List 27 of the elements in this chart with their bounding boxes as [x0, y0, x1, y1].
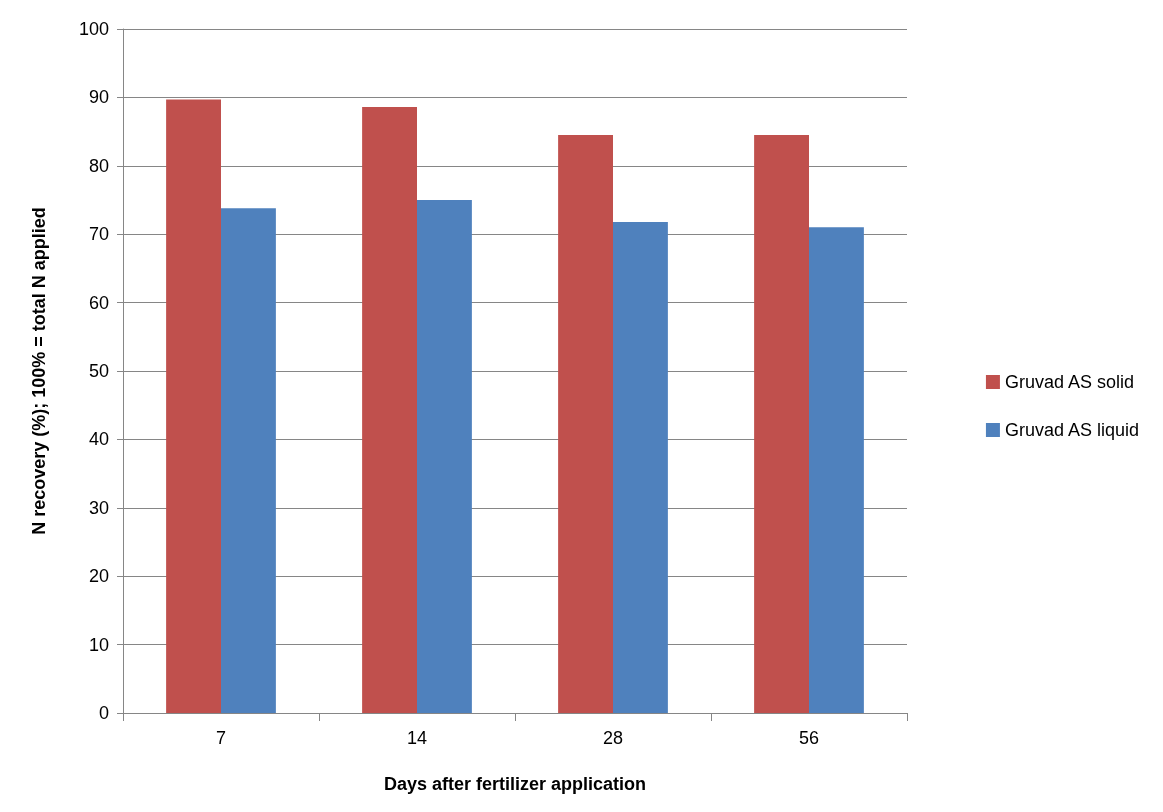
- y-tick-label: 30: [88, 497, 109, 518]
- bar: [362, 106, 417, 713]
- x-tick-label: 28: [602, 728, 624, 748]
- y-axis-title: N recovery (%); 100% = total N applied: [29, 207, 49, 535]
- x-tick-label: 7: [215, 728, 227, 748]
- bar: [558, 135, 613, 713]
- bar: [613, 221, 668, 713]
- y-tick-label: 90: [88, 87, 109, 108]
- y-tick-label: 20: [88, 566, 109, 587]
- legend-label: Gruvad AS liquid: [1004, 420, 1140, 440]
- x-tick-label: 56: [798, 728, 820, 748]
- legend-label: Gruvad AS solid: [1004, 372, 1135, 392]
- y-tick-label: 50: [88, 361, 109, 381]
- y-tick-label: 0: [98, 703, 109, 723]
- y-tick-label: 70: [88, 224, 109, 245]
- y-tick-label: 40: [88, 429, 109, 450]
- bar: [809, 227, 864, 713]
- bar: [417, 200, 472, 713]
- y-tick-label: 100: [78, 19, 109, 39]
- bar: [221, 208, 276, 713]
- y-tick-label: 10: [88, 634, 109, 655]
- bar: [166, 99, 221, 713]
- y-tick-label: 60: [88, 292, 109, 313]
- y-tick-label: 80: [88, 155, 109, 176]
- bar: [754, 135, 809, 713]
- x-axis-title: Days after fertilizer application: [383, 774, 647, 794]
- x-tick-label: 14: [406, 728, 428, 748]
